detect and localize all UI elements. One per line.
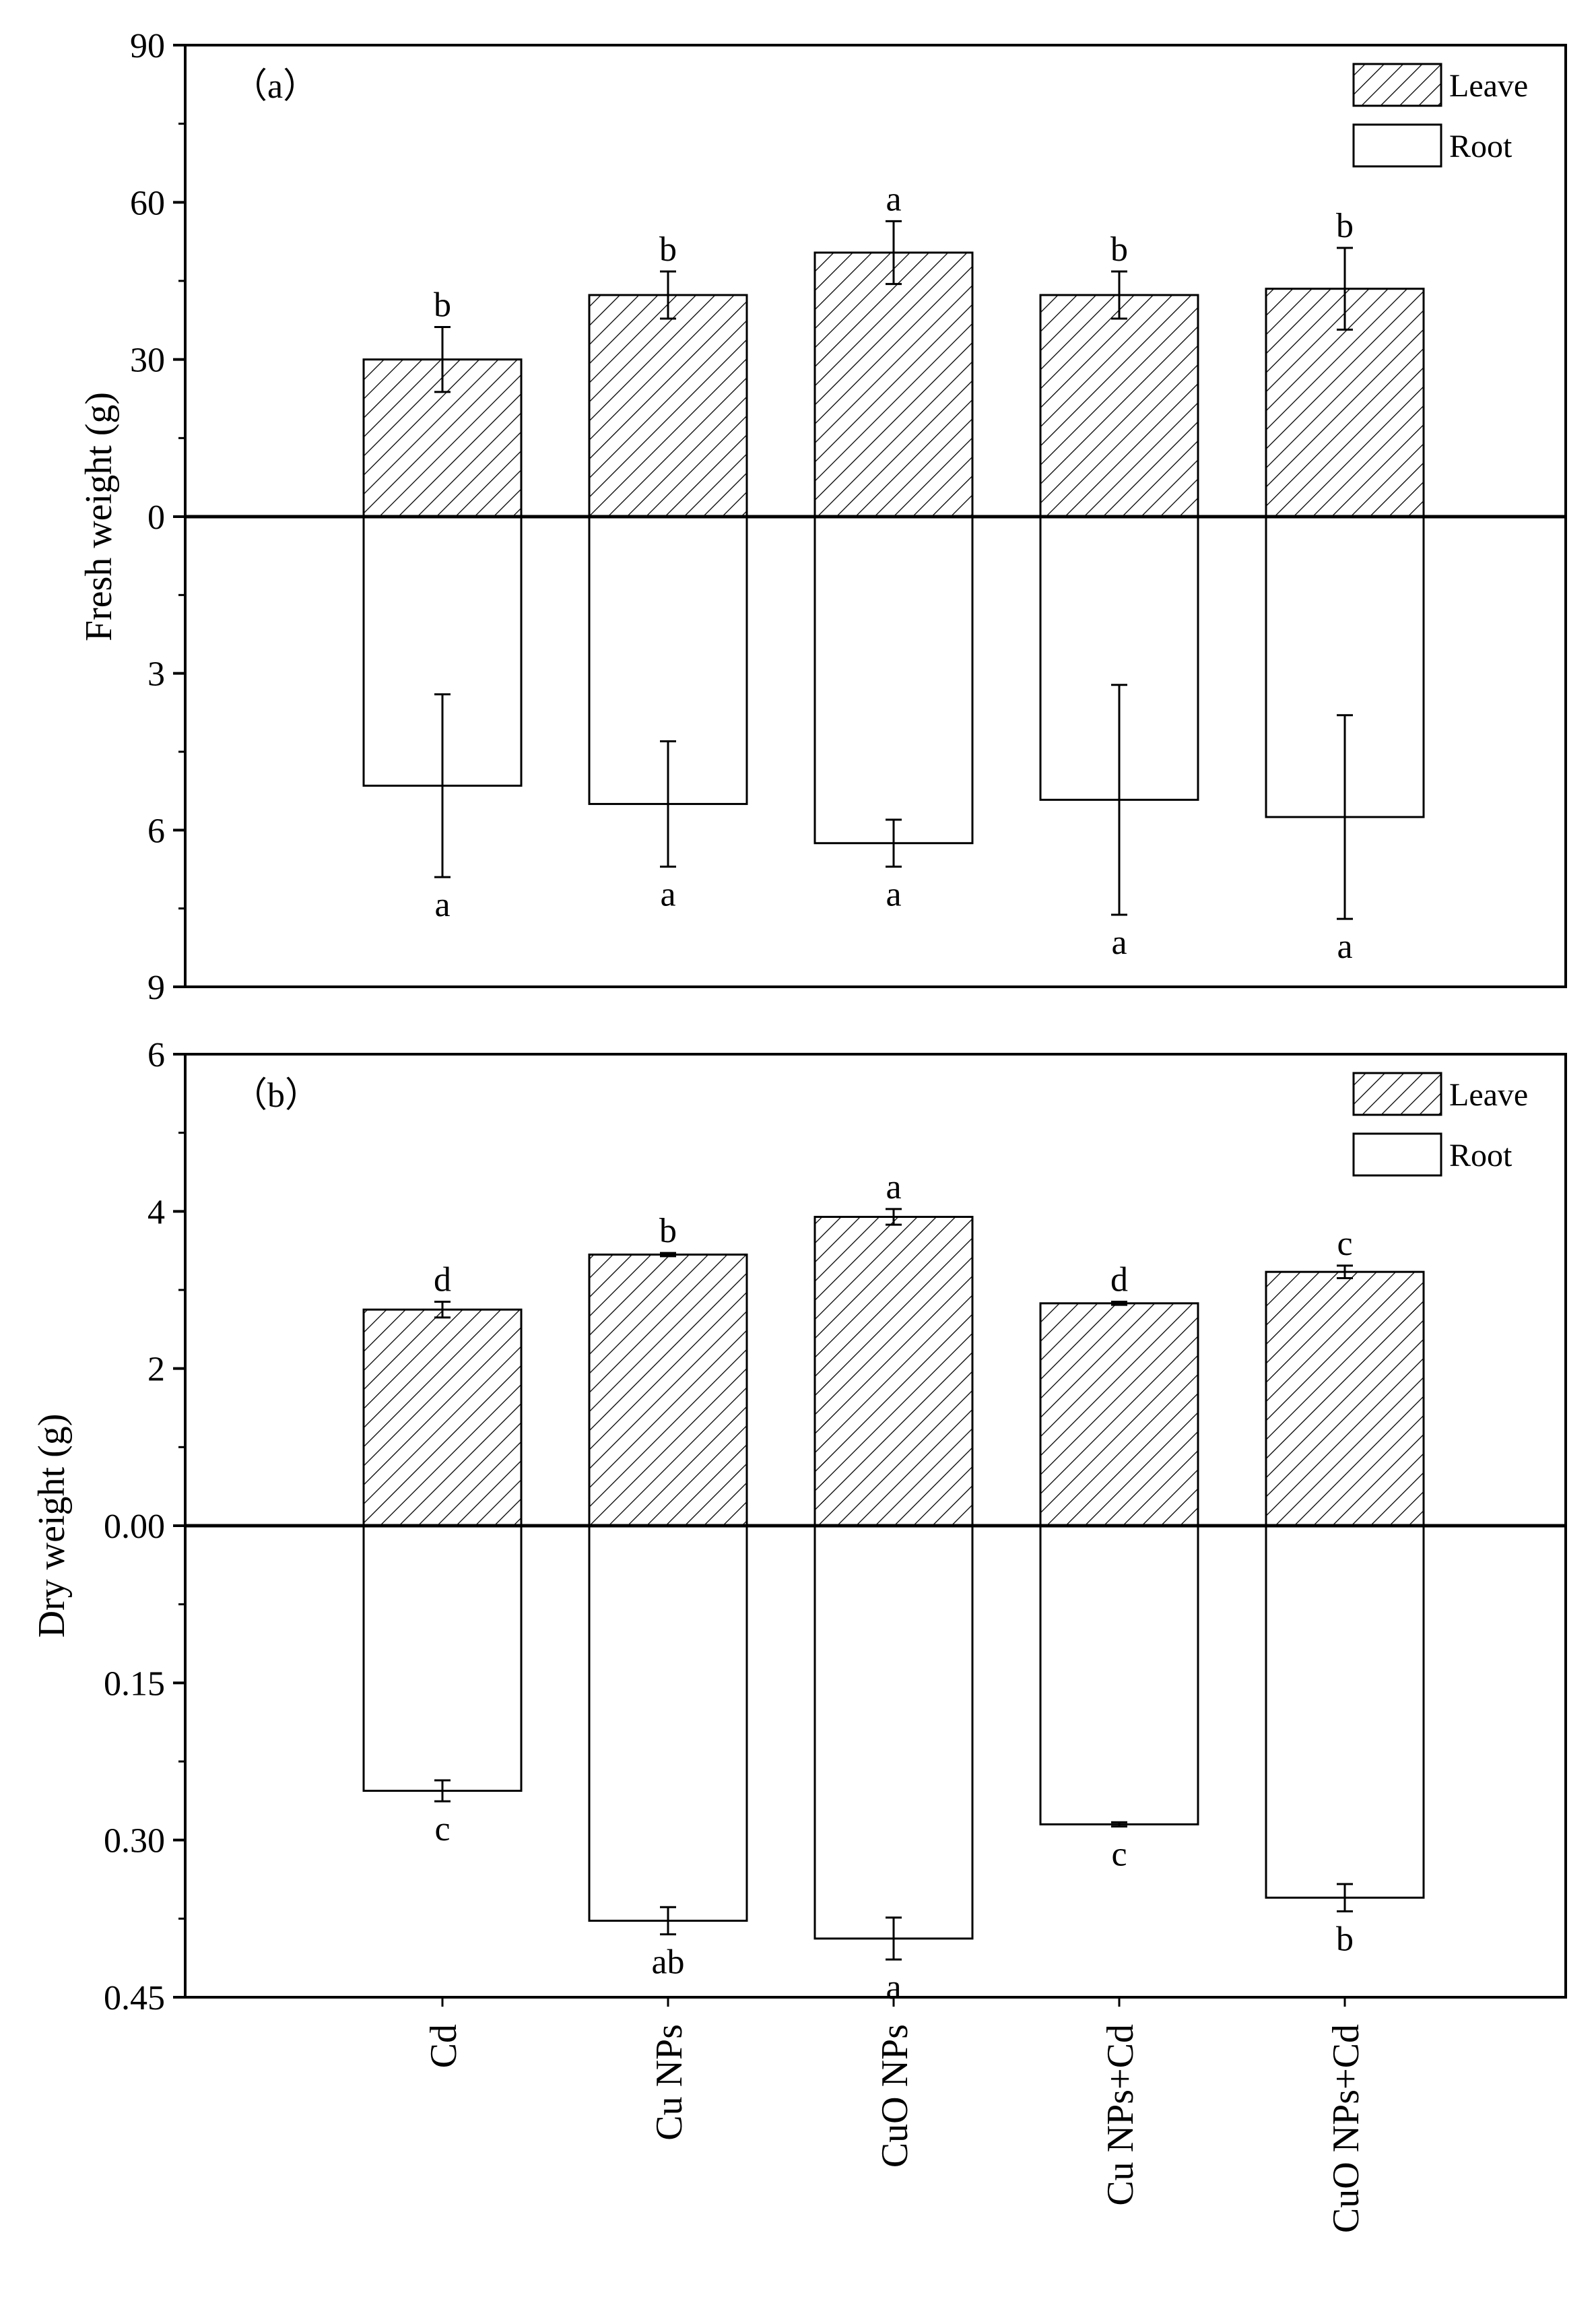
y-axis-title: Dry weight (g): [31, 1414, 73, 1638]
root-significance-letter: b: [1336, 1920, 1354, 1958]
category-label: CuO NPs+Cd: [1325, 2024, 1367, 2233]
root-significance-letter: c: [1111, 1835, 1127, 1873]
panel-label: （b）: [232, 1076, 320, 1115]
leave-significance-letter: b: [659, 1212, 677, 1250]
legend-swatch-root: [1352, 123, 1442, 168]
legend-swatch-leave: [1352, 1072, 1442, 1116]
legend-label-leave: Leave: [1449, 1077, 1528, 1113]
category-label: Cu NPs: [649, 2024, 690, 2141]
root-significance-letter: c: [434, 1810, 450, 1848]
panel-a-fresh-weight: b a b a a a b a b a 0 30 60 90 3 6 9 Fresh weight (g) （a） L…: [78, 27, 1567, 1007]
y-tick-label: 0.15: [104, 1664, 165, 1703]
leave-bar: [1265, 1270, 1425, 1527]
leave-significance-letter: d: [434, 1261, 451, 1299]
leave-significance-letter: c: [1337, 1225, 1352, 1263]
y-tick-label: 3: [147, 655, 165, 694]
root-significance-letter: a: [434, 886, 450, 924]
category-label: Cd: [423, 2024, 465, 2068]
y-tick-label: 6: [147, 1036, 165, 1074]
root-bar: [362, 1524, 523, 1792]
legend-swatch-root: [1352, 1132, 1442, 1177]
y-tick-label: 30: [130, 342, 165, 380]
category-label: Cu NPs+Cd: [1100, 2024, 1141, 2206]
y-tick-label: 0.00: [104, 1508, 165, 1546]
y-tick-label: 6: [147, 812, 165, 850]
leave-significance-letter: b: [1336, 207, 1354, 245]
category-labels: Cd Cu NPs CuO NPs Cu NPs+Cd CuO NPs+Cd: [423, 1997, 1367, 2233]
category-label: CuO NPs: [874, 2024, 916, 2168]
y-tick-label: 60: [130, 184, 165, 222]
leave-bar: [1039, 294, 1199, 518]
legend-label-leave: Leave: [1449, 68, 1528, 104]
root-significance-letter: a: [886, 876, 901, 914]
leave-significance-letter: b: [434, 286, 451, 324]
y-tick-label: 90: [130, 27, 165, 65]
root-bar: [1039, 1524, 1199, 1825]
leave-significance-letter: d: [1110, 1261, 1128, 1299]
leave-bar: [813, 1216, 974, 1527]
leave-significance-letter: b: [659, 230, 677, 269]
leave-bar: [362, 1308, 523, 1527]
y-tick-label: 0.45: [104, 1979, 165, 2017]
leave-significance-letter: b: [1110, 230, 1128, 269]
leave-significance-letter: a: [886, 180, 901, 218]
y-tick-label: 0: [147, 498, 165, 537]
panel-label: （a）: [232, 67, 318, 106]
root-bar: [813, 1524, 974, 1940]
root-significance-letter: a: [1337, 928, 1352, 966]
y-tick-label: 9: [147, 969, 165, 1007]
root-significance-letter: a: [660, 876, 675, 914]
root-significance-letter: a: [1111, 924, 1127, 962]
root-significance-letter: ab: [651, 1943, 684, 1982]
leave-bar: [813, 251, 974, 518]
y-tick-label: 0.30: [104, 1822, 165, 1860]
leave-bar: [588, 1254, 748, 1527]
leave-bar: [1039, 1302, 1199, 1527]
y-axis-title: Fresh weight (g): [78, 392, 120, 641]
legend-label-root: Root: [1449, 1138, 1512, 1173]
leave-bar: [588, 294, 748, 518]
root-bar: [1265, 1524, 1425, 1899]
legend-swatch-leave: [1352, 63, 1442, 107]
leave-significance-letter: a: [886, 1168, 901, 1206]
root-bar: [588, 1524, 748, 1922]
y-tick-label: 4: [147, 1193, 165, 1231]
legend-label-root: Root: [1449, 129, 1512, 164]
root-bar: [813, 515, 974, 845]
y-tick-label: 2: [147, 1351, 165, 1389]
